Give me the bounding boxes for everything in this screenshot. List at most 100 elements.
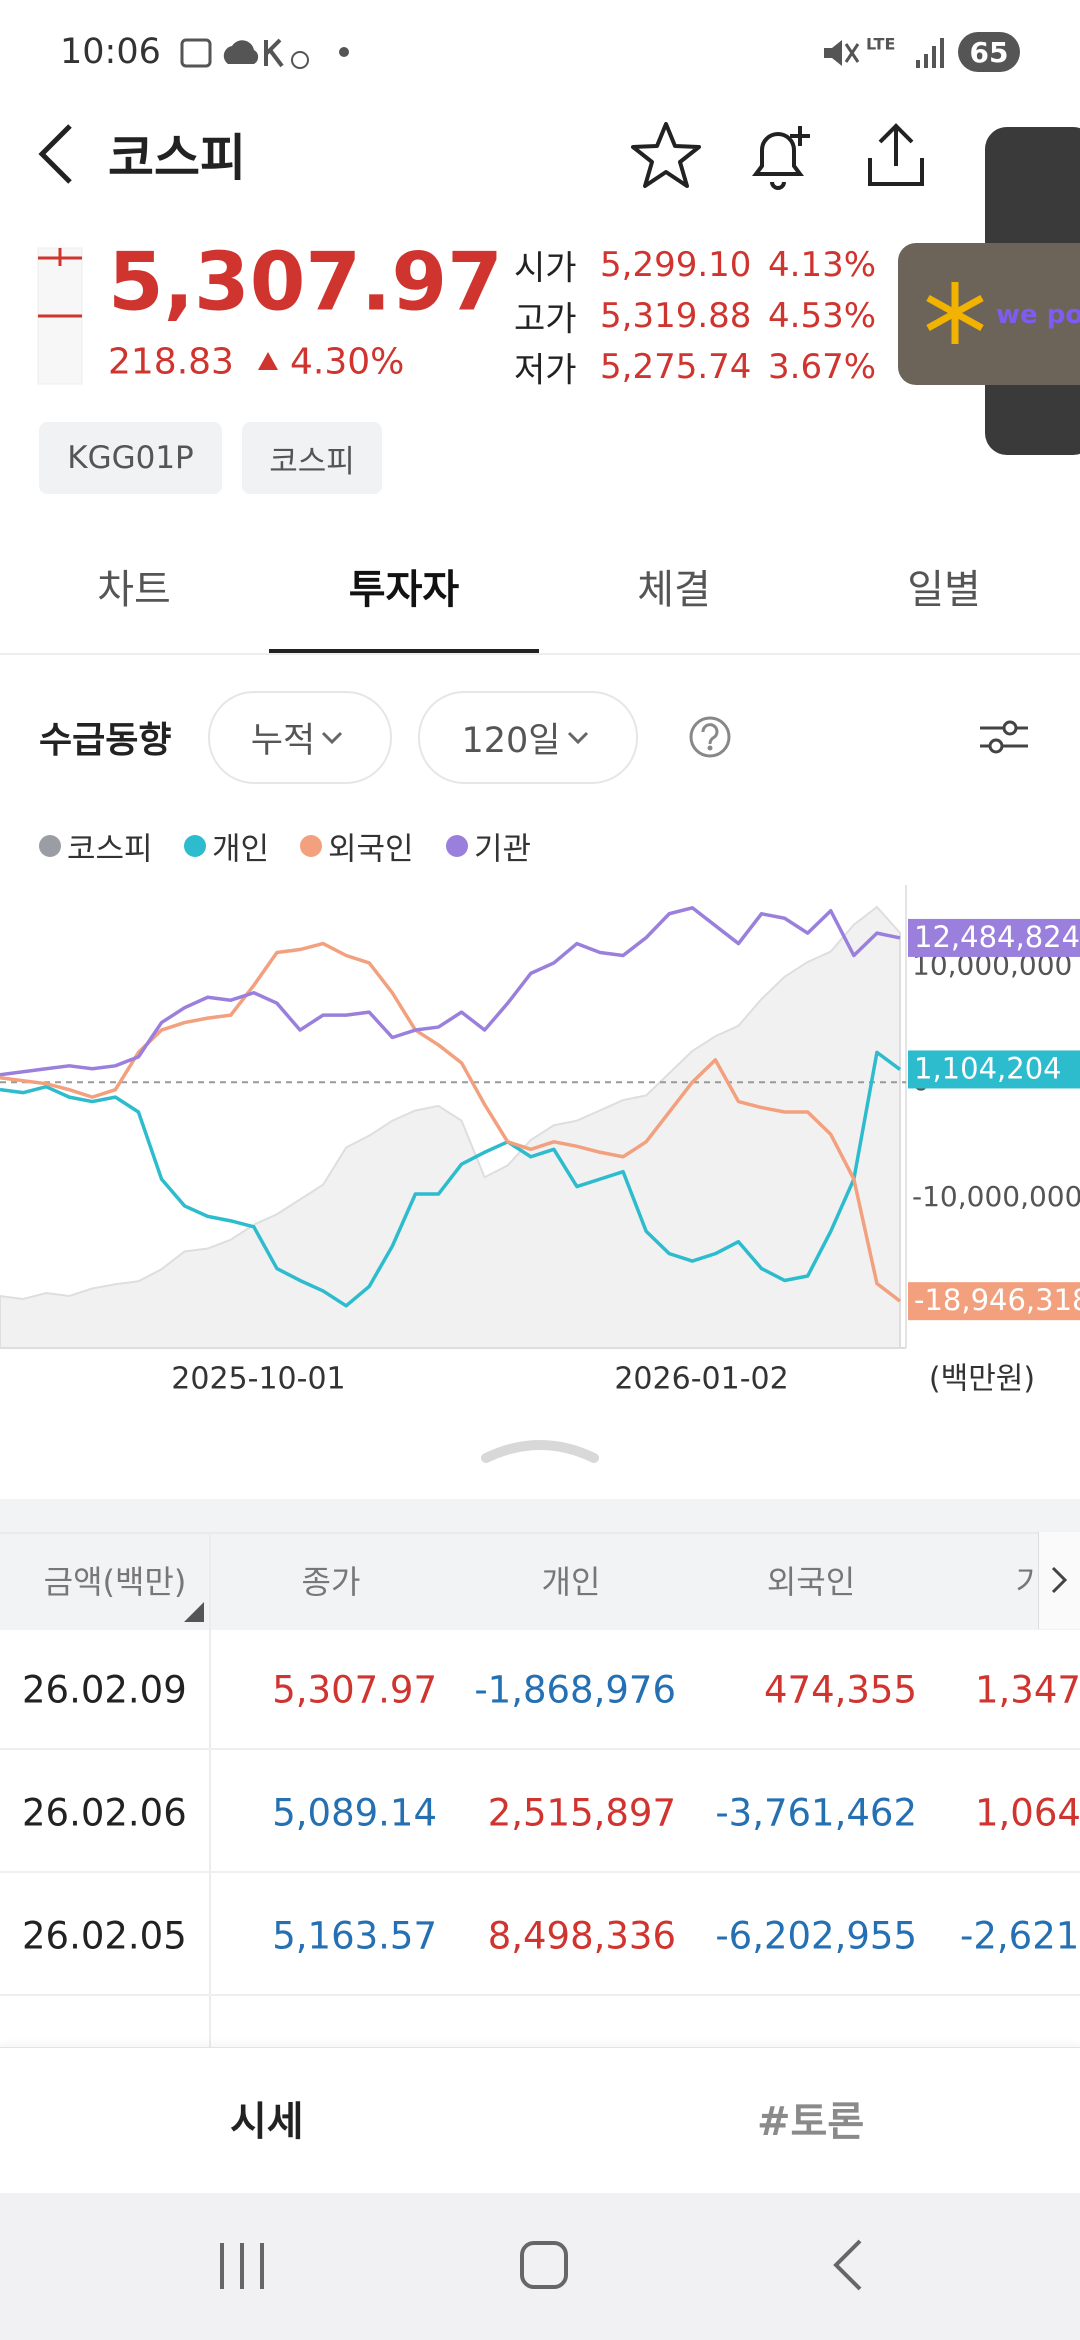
sort-indicator — [184, 1602, 204, 1622]
row-close: 5,089.14 — [272, 1791, 437, 1835]
overlay-asterisk — [926, 282, 984, 344]
stat-pct: 4.13% — [768, 245, 877, 285]
y-tick-label: -10,000,000 — [912, 1180, 1080, 1213]
nav-bar — [0, 2193, 1080, 2340]
section-title: 수급동향 — [39, 720, 172, 761]
settings-button[interactable] — [976, 712, 1032, 762]
row-flow: 474,355 — [763, 1668, 917, 1712]
row-flow: 2,515,897 — [487, 1791, 676, 1835]
mode-dropdown[interactable]: 누적 — [208, 691, 392, 784]
table-header-bg — [0, 1499, 1080, 1630]
period-dropdown[interactable]: 120일 — [418, 691, 638, 784]
nav-icons — [220, 2239, 862, 2291]
column-header: 금액(백만) — [43, 1563, 187, 1601]
column-header: 외국인 — [766, 1563, 856, 1601]
price: 5,307.97 — [108, 235, 503, 329]
row-date: 26.02.05 — [22, 1914, 187, 1958]
investor-line — [0, 1050, 902, 1308]
investor-line — [0, 906, 901, 1077]
index-area — [0, 905, 901, 1349]
alert-button[interactable] — [742, 118, 818, 194]
share-button[interactable] — [858, 118, 934, 194]
legend-dot — [446, 835, 468, 857]
tab-active[interactable]: 투자자 — [348, 567, 460, 613]
legend-label: 외국인 — [328, 831, 414, 868]
legend-dot — [300, 835, 322, 857]
stat-value: 5,275.74 — [600, 347, 752, 387]
chevron — [567, 731, 588, 744]
table-column-divider — [209, 1532, 211, 2047]
status-icons — [180, 38, 349, 69]
legend-label: 기관 — [474, 831, 532, 868]
tab-divider — [0, 653, 1080, 655]
row-flow: 8,498,336 — [487, 1914, 676, 1958]
stat-label: 시가 — [514, 248, 577, 289]
overlay-card[interactable] — [898, 243, 1080, 385]
row-close: 5,163.57 — [272, 1914, 437, 1958]
row-divider — [0, 1871, 1080, 1873]
right-chevron — [1051, 1566, 1068, 1594]
mode-label: 누적 — [250, 721, 316, 761]
row-divider — [0, 1994, 1080, 1996]
legend-label: 개인 — [212, 831, 270, 868]
tab[interactable]: 체결 — [637, 567, 711, 613]
up-arrow — [258, 352, 278, 370]
code-tag[interactable]: KGG01P — [39, 422, 222, 494]
period-label: 120일 — [461, 721, 561, 761]
row-divider — [0, 1748, 1080, 1750]
row-close: 5,307.97 — [272, 1668, 437, 1712]
end-label: 12,484,824 — [914, 920, 1080, 954]
investor-chart: 10,000,0000-10,000,0001,104,204-18,946,3… — [0, 885, 1080, 1397]
stat-value: 5,299.10 — [600, 245, 752, 285]
end-label-box — [908, 1282, 1080, 1321]
status-right-icons — [824, 38, 944, 68]
column-header: 종가 — [301, 1563, 361, 1601]
bottom-tab[interactable]: #토론 — [757, 2099, 865, 2145]
stat-label: 고가 — [514, 299, 577, 340]
network-label: LTE — [866, 34, 896, 54]
market-tag[interactable]: 코스피 — [242, 422, 382, 494]
scroll-right-button[interactable] — [1038, 1532, 1080, 1629]
end-label: -18,946,318 — [914, 1283, 1080, 1317]
legend-dot — [184, 835, 206, 857]
bottom-tab-active[interactable]: 시세 — [230, 2099, 304, 2145]
column-header: 개인 — [541, 1563, 601, 1601]
stat-pct: 4.53% — [768, 296, 877, 336]
unit-label: (백만원) — [929, 1362, 1035, 1397]
row-date: 26.02.09 — [22, 1668, 187, 1712]
tab[interactable]: 차트 — [97, 567, 171, 613]
clock: 10:06 — [60, 32, 161, 72]
row-flow-cut: 1,064, — [975, 1791, 1080, 1835]
tab[interactable]: 일별 — [907, 567, 981, 613]
legend-dot — [39, 835, 61, 857]
help-button[interactable] — [688, 715, 732, 759]
legend-label: 코스피 — [67, 831, 153, 868]
chevron — [322, 731, 343, 744]
row-flow-cut: 1,347, — [975, 1668, 1080, 1712]
row-date: 26.02.06 — [22, 1791, 187, 1835]
collapse-handle[interactable] — [480, 1430, 600, 1470]
price-change: 218.83 — [108, 341, 234, 383]
x-tick-label: 2025-10-01 — [171, 1362, 345, 1397]
favorite-button[interactable] — [628, 118, 704, 192]
stat-value: 5,319.88 — [600, 296, 752, 336]
row-flow: -6,202,955 — [715, 1914, 917, 1958]
price-change-pct: 4.30% — [290, 341, 405, 383]
battery: 65 — [958, 32, 1020, 72]
end-label: 1,104,204 — [914, 1051, 1062, 1085]
header-title: 코스피 — [108, 129, 246, 187]
x-tick-label: 2026-01-02 — [614, 1362, 788, 1397]
row-flow: -1,868,976 — [474, 1668, 676, 1712]
back-button[interactable] — [30, 122, 80, 186]
end-label-box — [908, 1050, 1080, 1089]
row-flow-cut: -2,621, — [960, 1914, 1080, 1958]
price-indicator — [37, 247, 83, 385]
tab-underline — [269, 649, 539, 653]
stat-pct: 3.67% — [768, 347, 877, 387]
table-header-top — [0, 1532, 1080, 1534]
row-flow: -3,761,462 — [715, 1791, 917, 1835]
stat-label: 저가 — [514, 350, 577, 391]
overlay-label: we poi — [996, 300, 1080, 330]
end-label-box — [908, 918, 1080, 957]
